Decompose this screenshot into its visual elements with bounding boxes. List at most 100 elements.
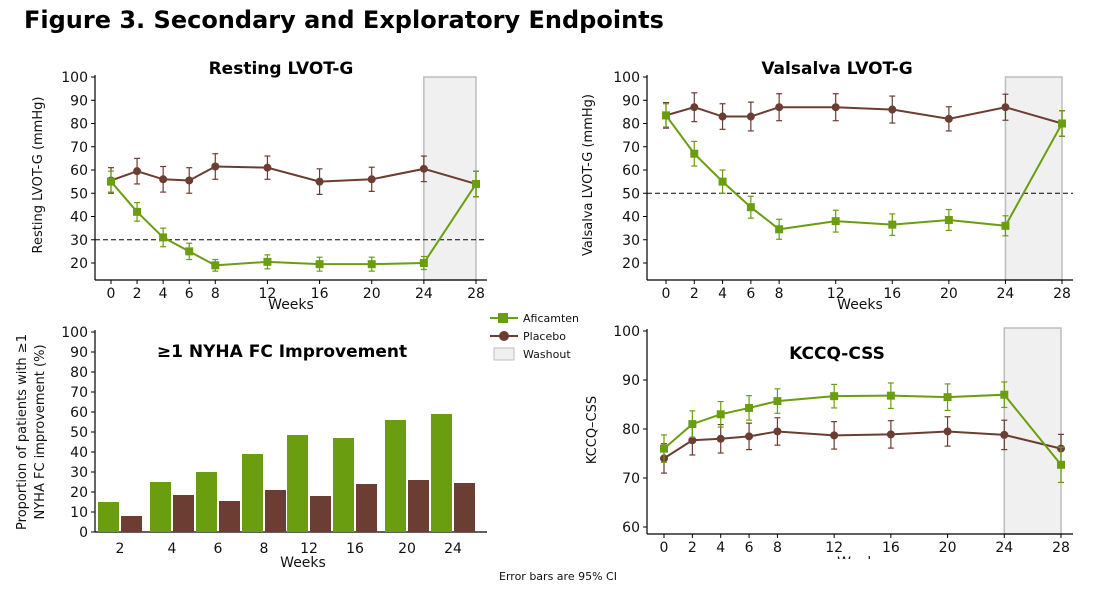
legend-marker-circle (499, 331, 509, 341)
x-tick-label: 20 (940, 286, 958, 302)
x-tick-label: 2 (133, 286, 142, 302)
y-axis-label: NYHA FC improvement (%) (33, 344, 48, 519)
x-tick-label: 8 (773, 540, 782, 556)
data-point-aficamten (746, 203, 755, 212)
data-point-aficamten (830, 392, 839, 401)
bar-placebo (454, 483, 475, 532)
bar-placebo (310, 496, 331, 532)
data-point-aficamten (773, 397, 782, 406)
bar-placebo (219, 501, 240, 532)
x-tick-label: 0 (662, 286, 671, 302)
data-point-aficamten (1000, 390, 1009, 399)
data-point-placebo (367, 175, 376, 184)
y-tick-label: 60 (622, 520, 640, 536)
y-tick-label: 90 (70, 93, 88, 109)
series-line-aficamten (110, 180, 477, 267)
y-tick-label: 30 (622, 233, 640, 249)
bar-aficamten (242, 454, 263, 532)
y-tick-label: 100 (613, 324, 640, 340)
x-tick-label: 4 (716, 540, 725, 556)
x-axis-label: Weeks (268, 297, 314, 313)
y-tick-label: 80 (70, 117, 88, 133)
figure-title: Figure 3. Secondary and Exploratory Endp… (24, 6, 664, 34)
data-point-placebo (830, 431, 839, 440)
data-point-placebo (775, 103, 784, 112)
data-point-placebo (1000, 430, 1009, 439)
data-point-aficamten (1001, 221, 1010, 230)
data-point-placebo (688, 436, 697, 445)
x-tick-label: 8 (260, 541, 269, 557)
x-tick-label: 28 (467, 286, 485, 302)
x-tick-label: 6 (746, 286, 755, 302)
x-tick-label: 8 (775, 286, 784, 302)
x-tick-label: 20 (398, 541, 416, 557)
data-point-aficamten (263, 257, 272, 266)
x-tick-label: 12 (827, 286, 845, 302)
washout-region (1004, 76, 1063, 281)
washout-region (423, 76, 477, 281)
y-tick-label: 70 (622, 140, 640, 156)
y-tick-label: 40 (622, 210, 640, 226)
x-tick-label: 28 (1052, 540, 1070, 556)
y-tick-label: 100 (61, 325, 88, 341)
bar-placebo (121, 516, 142, 532)
data-point-placebo (690, 103, 699, 112)
data-point-placebo (185, 176, 194, 185)
bar-aficamten (333, 438, 354, 532)
x-axis-label-group: Weeks (837, 555, 883, 571)
x-tick-label: 0 (660, 540, 669, 556)
y-tick-label: 60 (70, 405, 88, 421)
chart-title: ≥1 NYHA FC Improvement (157, 342, 407, 362)
y-tick-label: 20 (70, 485, 88, 501)
y-tick-label: 90 (622, 373, 640, 389)
series-line-placebo (110, 165, 477, 185)
data-point-aficamten (185, 247, 194, 256)
chart-title: Valsalva LVOT-G (761, 59, 912, 79)
y-tick-label: 80 (70, 365, 88, 381)
x-tick-label: 24 (444, 541, 462, 557)
data-point-placebo (1001, 103, 1010, 112)
y-tick-label: 50 (70, 425, 88, 441)
data-point-placebo (944, 114, 953, 123)
data-point-placebo (159, 175, 168, 184)
x-tick-label: 12 (825, 540, 843, 556)
bar-aficamten (98, 502, 119, 532)
x-tick-label: 4 (159, 286, 168, 302)
y-tick-label: 80 (622, 422, 640, 438)
data-point-placebo (746, 112, 755, 121)
x-tick-label: 6 (185, 286, 194, 302)
data-point-aficamten (831, 217, 840, 226)
bar-aficamten (287, 435, 308, 532)
legend-label: Aficamten (523, 312, 579, 325)
data-point-aficamten (1057, 460, 1065, 469)
data-point-placebo (211, 162, 220, 171)
data-point-placebo (133, 167, 142, 176)
chart-panel-3: 0 10 20 30 40 50 60 70 80 90 100 ≥1 NYHA FC Improve… (15, 325, 487, 571)
y-tick-label: 60 (70, 163, 88, 179)
x-tick-label: 16 (311, 286, 329, 302)
y-tick-label: 90 (622, 93, 640, 109)
x-axis-label: Weeks (837, 555, 883, 571)
data-point-placebo (943, 427, 952, 436)
x-tick-label: 4 (718, 286, 727, 302)
y-tick-label: 40 (70, 210, 88, 226)
y-tick-label: 20 (70, 256, 88, 272)
legend-marker-square (498, 313, 508, 323)
data-point-aficamten (133, 207, 142, 216)
chart-title: KCCQ-CSS (789, 344, 885, 364)
x-tick-label: 6 (214, 541, 223, 557)
x-tick-label: 4 (168, 541, 177, 557)
y-tick-label: 60 (622, 163, 640, 179)
data-point-placebo (419, 164, 428, 173)
data-point-placebo (831, 103, 840, 112)
y-tick-label: 100 (61, 70, 88, 86)
data-point-aficamten (886, 391, 895, 400)
y-tick-label: 10 (70, 505, 88, 521)
x-tick-label: 2 (688, 540, 697, 556)
legend-label: Washout (523, 348, 571, 361)
y-tick-label: 70 (70, 140, 88, 156)
x-tick-label: 20 (939, 540, 957, 556)
